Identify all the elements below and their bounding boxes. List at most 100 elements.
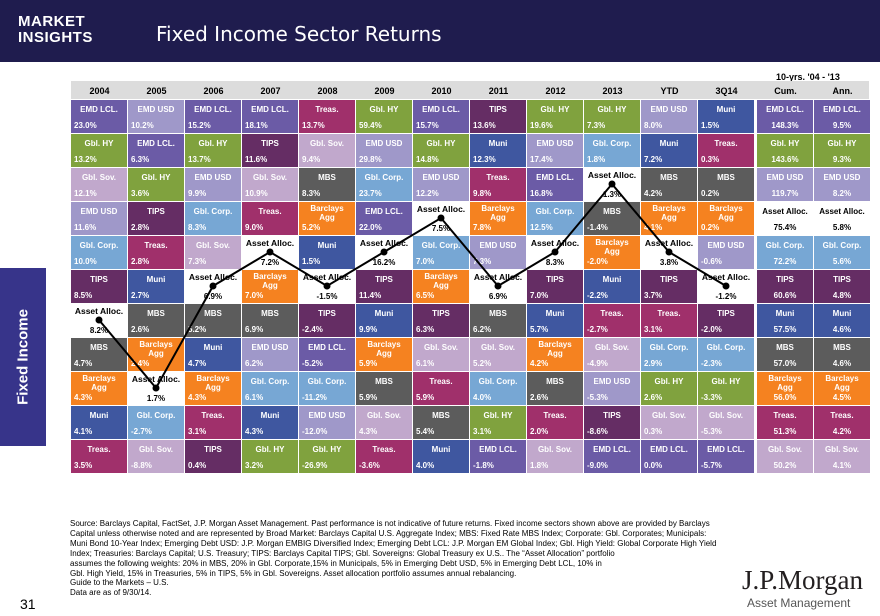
sector-return: 12.5% (530, 223, 553, 232)
sector-return: 1.8% (587, 155, 606, 164)
sector-cell: Treas. 13.7% (299, 100, 355, 133)
sector-cell: Asset Alloc. 1.7% (128, 372, 184, 405)
sector-cell: Barclays Agg 5.2% (299, 202, 355, 235)
sector-cell: Barclays Agg -2.0% (584, 236, 640, 269)
sector-cell: Treas. 0.3% (698, 134, 754, 167)
sector-name: EMD LCL. (422, 105, 460, 114)
sector-cell: TIPS 7.0% (527, 270, 583, 303)
sector-return: 7.2% (260, 258, 280, 267)
sector-name: Treas. (144, 241, 168, 250)
column-header: 2005 (146, 86, 167, 96)
sector-return: 1.5% (302, 257, 321, 266)
sector-name: TIPS (90, 275, 108, 284)
sector-cell: EMD LCL. -1.8% (470, 440, 526, 473)
sector-return: 5.9% (359, 359, 378, 368)
sector-return: -2.7% (587, 325, 608, 334)
sector-name: Asset Alloc. (473, 272, 523, 282)
sector-cell: Muni 4.6% (814, 304, 870, 337)
sector-return: 4.0% (416, 461, 435, 470)
sector-name: Treas. (600, 309, 624, 318)
sector-return: 9.8% (473, 189, 492, 198)
sector-return: -26.9% (302, 461, 328, 470)
sector-name: TIPS (546, 275, 564, 284)
sector-cell: Gbl. Corp. 7.0% (413, 236, 469, 269)
sector-return: 12.2% (416, 189, 439, 198)
sector-return: 7.0% (530, 291, 549, 300)
sector-name: EMD LCL. (308, 343, 346, 352)
sector-cell: Gbl. HY -3.3% (698, 372, 754, 405)
sector-name: Barclays Agg (424, 272, 458, 290)
sector-cell: Asset Alloc. 6.9% (185, 270, 241, 303)
sector-return: 3.8% (659, 258, 679, 267)
sector-cell: Asset Alloc. 3.8% (641, 236, 697, 269)
sector-return: 4.1% (832, 461, 852, 470)
sector-return: 6.2% (245, 359, 264, 368)
sector-return: -1.4% (587, 223, 608, 232)
sector-cell: Treas. 3.5% (71, 440, 127, 473)
sector-cell: EMD LCL. 15.7% (413, 100, 469, 133)
sector-cell: MBS 4.7% (71, 338, 127, 371)
sector-cell: EMD USD 8.0% (641, 100, 697, 133)
sector-cell: Treas. 9.8% (470, 168, 526, 201)
sector-name: Gbl. Corp. (822, 241, 862, 250)
sector-return: 59.4% (359, 121, 382, 130)
sector-name: Gbl. HY (369, 105, 399, 114)
sector-cell: MBS 0.2% (698, 168, 754, 201)
sector-return: 23.0% (74, 121, 97, 130)
sector-cell: EMD USD 11.6% (71, 202, 127, 235)
sector-cell: Asset Alloc. -1.2% (698, 270, 754, 303)
sector-return: -2.2% (587, 291, 608, 300)
brand-line-1: MARKET (18, 13, 86, 30)
sector-name: EMD LCL. (593, 445, 631, 454)
sector-return: 7.3% (473, 257, 492, 266)
sector-cell: EMD USD -5.3% (584, 372, 640, 405)
sector-name: Treas. (429, 377, 453, 386)
sector-return: -2.4% (302, 325, 323, 334)
sector-cell: Gbl. Corp. -2.3% (698, 338, 754, 371)
sector-cell: EMD LCL. 16.8% (527, 168, 583, 201)
sector-cell: Gbl. Corp. 10.0% (71, 236, 127, 269)
sector-name: TIPS (375, 275, 393, 284)
sector-return: -3.3% (701, 393, 722, 402)
sector-return: 8.2% (89, 326, 109, 335)
sector-return: 17.4% (530, 155, 553, 164)
sector-return: 6.9% (488, 292, 508, 301)
sector-return: 19.6% (530, 121, 553, 130)
sector-return: 4.7% (188, 359, 207, 368)
sector-name: Barclays Agg (481, 204, 515, 222)
side-tab (0, 268, 46, 446)
sector-return: 4.2% (644, 189, 663, 198)
sector-cell: Gbl. Sov. -4.9% (584, 338, 640, 371)
sector-return: -5.7% (701, 461, 722, 470)
sector-name: EMD USD (422, 173, 460, 182)
sector-name: Muni (832, 309, 852, 318)
sector-name: EMD LCL. (536, 173, 574, 182)
sector-cell: Barclays Agg 4.3% (185, 372, 241, 405)
sector-name: Gbl. HY (312, 445, 342, 454)
sector-name: MBS (375, 377, 393, 386)
sector-name: Gbl. Sov. (252, 173, 288, 182)
sector-name: Gbl. Sov. (594, 343, 630, 352)
column-header: 2012 (545, 86, 566, 96)
sector-cell: Gbl. Sov. -8.8% (128, 440, 184, 473)
header-bar: MARKET INSIGHTS Fixed Income Sector Retu… (0, 0, 880, 62)
sector-return: -11.2% (302, 393, 327, 402)
sector-name: Muni (317, 241, 337, 250)
sector-name: EMD LCL. (251, 105, 289, 114)
sector-return: 2.4% (131, 359, 150, 368)
source-footnote: Source: Barclays Capital, FactSet, J.P. … (70, 519, 730, 598)
sector-name: EMD USD (194, 173, 232, 182)
sector-cell: EMD LCL. -5.2% (299, 338, 355, 371)
sector-return: 4.3% (359, 427, 378, 436)
sector-cell: Gbl. Corp. -11.2% (299, 372, 355, 405)
sector-name: Asset Alloc. (359, 238, 409, 248)
sector-name: EMD USD (80, 207, 118, 216)
sector-return: 3.2% (245, 461, 264, 470)
sector-cell: Barclays Agg 4.5% (814, 372, 870, 405)
sector-return: -8.6% (587, 427, 608, 436)
sector-return: 2.8% (131, 223, 150, 232)
sector-name: Gbl. Corp. (307, 377, 347, 386)
sector-return: 7.0% (416, 257, 435, 266)
sector-cell: TIPS -2.4% (299, 304, 355, 337)
sector-cell: Barclays Agg 2.4% (128, 338, 184, 371)
